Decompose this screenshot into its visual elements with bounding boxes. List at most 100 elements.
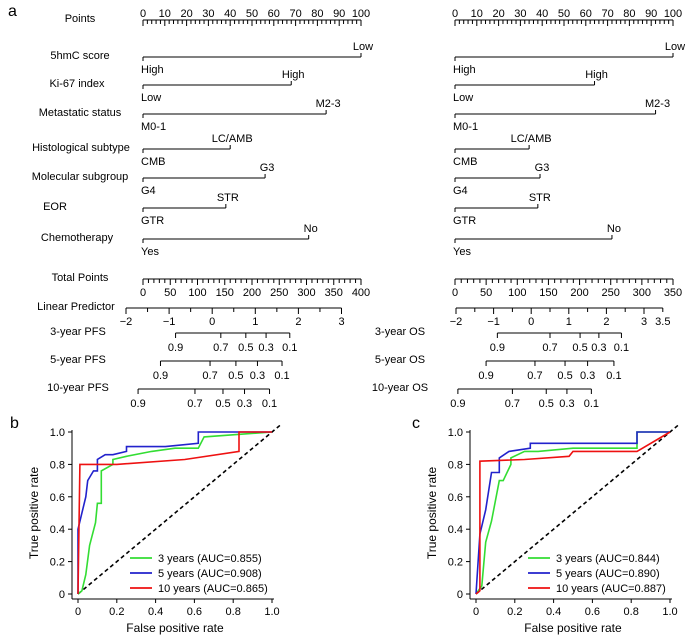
row-label-y10: 10-year OS	[372, 382, 428, 394]
x-tick-label: 1.0	[662, 606, 677, 618]
x-tick-label: 0.8	[624, 606, 639, 618]
points-tick-label: 20	[180, 8, 192, 20]
legend-entry: 5 years (AUC=0.908)	[158, 568, 262, 580]
level-label: M2-3	[316, 98, 341, 110]
reference-diagonal	[77, 423, 283, 595]
survival-tick-label: 0.7	[202, 370, 217, 382]
panel-label-a: a	[8, 3, 17, 20]
x-tick-label: 0.2	[507, 606, 522, 618]
lp-tick-label: 0	[528, 316, 534, 328]
row-label-y5: 5-year OS	[375, 354, 425, 366]
points-tick-label: 0	[140, 8, 146, 20]
lp-tick-label: −1	[487, 316, 500, 328]
survival-tick-label: 0.5	[539, 398, 554, 410]
survival-tick-label: 0.5	[228, 370, 243, 382]
level-label: CMB	[453, 156, 477, 168]
level-label: Low	[453, 92, 473, 104]
survival-tick-label: 0.5	[238, 342, 253, 354]
total-tick-label: 150	[216, 287, 234, 299]
total-tick-label: 200	[243, 287, 261, 299]
total-tick-label: 350	[664, 287, 682, 299]
lp-tick-label: −2	[450, 316, 463, 328]
points-tick-label: 40	[536, 8, 548, 20]
level-label: Low	[141, 92, 161, 104]
survival-tick-label: 0.1	[606, 370, 621, 382]
y-tick-label: 0.8	[448, 459, 463, 471]
level-label: Yes	[141, 246, 159, 258]
lp-tick-label: −1	[163, 316, 176, 328]
level-label: G3	[260, 162, 275, 174]
points-tick-label: 90	[333, 8, 345, 20]
level-label: GTR	[141, 215, 164, 227]
survival-tick-label: 0.3	[580, 370, 595, 382]
row-label-y3: 3-year OS	[375, 326, 425, 338]
row-label-histo: Histological subtype	[32, 142, 130, 154]
level-label: High	[141, 64, 164, 76]
x-tick-label: 0	[473, 606, 479, 618]
lp-tick-label: 2	[295, 316, 301, 328]
y-tick-label: 1.0	[50, 427, 65, 439]
points-tick-label: 70	[289, 8, 301, 20]
total-tick-label: 0	[140, 287, 146, 299]
points-tick-label: 50	[558, 8, 570, 20]
survival-tick-label: 0.9	[490, 342, 505, 354]
level-label: GTR	[453, 215, 476, 227]
points-tick-label: 60	[580, 8, 592, 20]
x-tick-label: 0.6	[187, 606, 202, 618]
y-axis-label: True positive rate	[27, 467, 41, 560]
lp-tick-label: 3	[641, 316, 647, 328]
survival-tick-label: 0.3	[559, 398, 574, 410]
total-tick-label: 350	[325, 287, 343, 299]
points-tick-label: 80	[623, 8, 635, 20]
total-tick-label: 150	[539, 287, 557, 299]
row-label-mol: Molecular subgroup	[32, 171, 129, 183]
survival-tick-label: 0.3	[591, 342, 606, 354]
x-tick-label: 0	[75, 606, 81, 618]
level-label: Yes	[453, 246, 471, 258]
y-tick-label: 0.4	[448, 524, 463, 536]
row-label-y10: 10-year PFS	[47, 382, 109, 394]
row-label-y5: 5-year PFS	[50, 354, 106, 366]
x-tick-label: 1.0	[264, 606, 279, 618]
points-tick-label: 30	[514, 8, 526, 20]
survival-tick-label: 0.7	[527, 370, 542, 382]
x-tick-label: 0.4	[546, 606, 561, 618]
y-tick-label: 0.8	[50, 459, 65, 471]
survival-tick-label: 0.3	[250, 370, 265, 382]
x-tick-label: 0.2	[109, 606, 124, 618]
level-label: STR	[529, 192, 551, 204]
y-tick-label: 0.4	[50, 524, 65, 536]
roc-curve-blue	[475, 431, 670, 595]
legend-entry: 5 years (AUC=0.890)	[556, 568, 660, 580]
points-tick-label: 90	[645, 8, 657, 20]
total-tick-label: 250	[602, 287, 620, 299]
survival-tick-label: 0.3	[258, 342, 273, 354]
level-label: G4	[141, 185, 156, 197]
total-tick-label: 50	[480, 287, 492, 299]
x-axis-label: False positive rate	[126, 621, 224, 635]
survival-tick-label: 0.1	[262, 398, 277, 410]
points-tick-label: 60	[268, 8, 280, 20]
row-label-ki67: Ki-67 index	[49, 78, 105, 90]
row-label-points: Points	[65, 13, 96, 25]
roc-curve-green	[77, 431, 273, 595]
row-label-y3: 3-year PFS	[50, 326, 106, 338]
total-tick-label: 100	[188, 287, 206, 299]
survival-tick-label: 0.9	[450, 398, 465, 410]
total-tick-label: 300	[297, 287, 315, 299]
row-label-lp: Linear Predictor	[37, 301, 115, 313]
panel-label-b: b	[10, 415, 19, 432]
lp-tick-label: 0	[209, 316, 215, 328]
y-tick-label: 0	[457, 589, 463, 601]
x-axis-label: False positive rate	[524, 621, 622, 635]
y-tick-label: 0.6	[50, 492, 65, 504]
survival-tick-label: 0.7	[542, 342, 557, 354]
points-tick-label: 10	[471, 8, 483, 20]
survival-tick-label: 0.9	[130, 398, 145, 410]
survival-tick-label: 0.5	[215, 398, 230, 410]
points-tick-label: 30	[202, 8, 214, 20]
lp-tick-label: 1	[566, 316, 572, 328]
row-label-hmc: 5hmC score	[50, 50, 109, 62]
